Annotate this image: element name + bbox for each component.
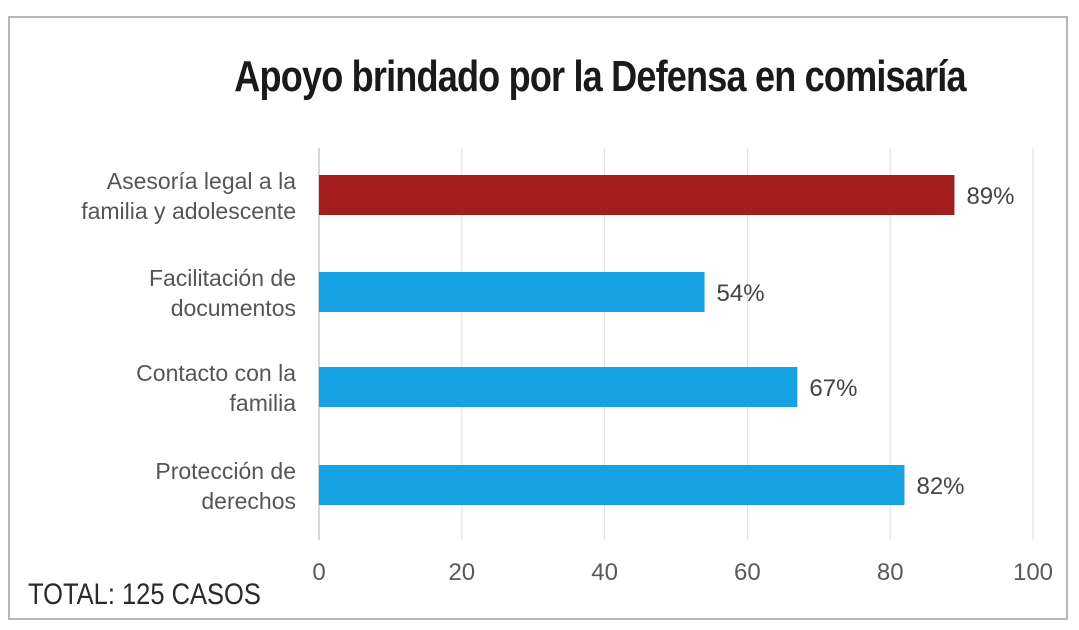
category-label: Protección de derechos	[155, 458, 296, 514]
bar	[319, 175, 955, 215]
category-label-line: derechos	[201, 488, 296, 514]
category-label-line: Protección de	[155, 458, 296, 484]
category-label: Contacto con la familia	[136, 360, 296, 416]
x-tick-label: 100	[1013, 559, 1053, 586]
category-label-line: Facilitación de	[149, 265, 296, 291]
x-tick-label: 0	[312, 559, 325, 586]
category-label: Asesoría legal a la familia y adolescente	[81, 168, 296, 224]
bar	[319, 272, 705, 312]
total-cases-label: TOTAL: 125 CASOS	[28, 578, 261, 611]
x-tick-label: 20	[448, 559, 475, 586]
category-label-line: familia	[230, 390, 297, 416]
category-label: Facilitación de documentos	[149, 265, 296, 321]
bar	[319, 367, 798, 407]
category-label-line: familia y adolescente	[81, 198, 296, 224]
x-tick-label: 80	[877, 559, 904, 586]
category-label-line: Contacto con la	[136, 360, 296, 386]
value-label: 67%	[809, 375, 857, 402]
chart-frame	[8, 16, 1068, 620]
value-label: 54%	[717, 280, 765, 307]
category-label-line: documentos	[171, 295, 296, 321]
value-label: 82%	[916, 473, 964, 500]
chart-title: Apoyo brindado por la Defensa en comisar…	[234, 52, 966, 101]
bar	[319, 465, 905, 505]
value-label: 89%	[966, 183, 1014, 210]
x-tick-label: 40	[591, 559, 618, 586]
category-label-line: Asesoría legal a la	[107, 168, 296, 194]
x-tick-label: 60	[734, 559, 761, 586]
